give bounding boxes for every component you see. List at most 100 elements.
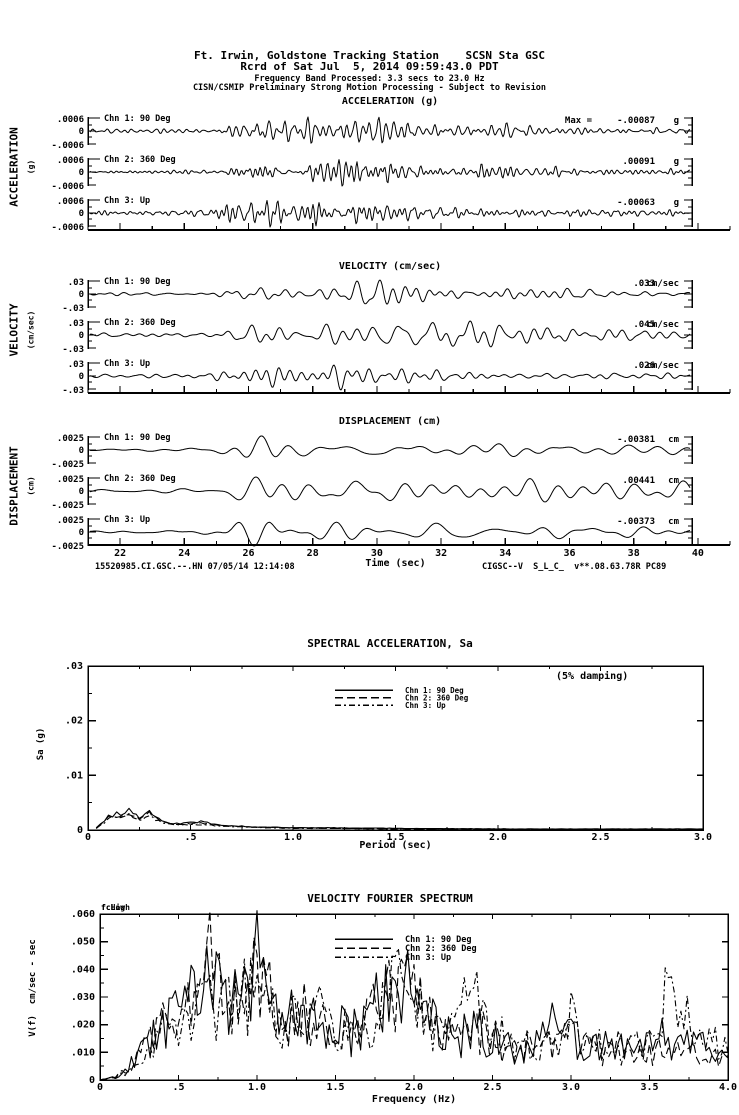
amplitude-tick-label: -.03 bbox=[62, 345, 84, 355]
amplitude-tick-label: -.03 bbox=[62, 386, 84, 396]
x-tick-label: .5 bbox=[184, 832, 196, 843]
amplitude-tick-label: -.0006 bbox=[51, 182, 84, 192]
displacement-title: DISPLACEMENT (cm) bbox=[338, 416, 442, 427]
x-tick-label: 2.0 bbox=[405, 1082, 423, 1093]
time-tick-label: 36 bbox=[563, 548, 575, 559]
legend-label: Chn 1: 90 Deg bbox=[405, 686, 464, 695]
x-tick-label: 2.0 bbox=[489, 832, 507, 843]
max-unit-label: g bbox=[674, 157, 679, 167]
max-unit-label: cm/sec bbox=[646, 279, 679, 289]
amplitude-tick-label: -.0025 bbox=[51, 542, 84, 552]
x-tick-label: 1.5 bbox=[326, 1082, 344, 1093]
time-tick-label: 26 bbox=[242, 548, 254, 559]
y-tick-label: .010 bbox=[71, 1047, 95, 1058]
amplitude-tick-label: 0 bbox=[79, 528, 84, 538]
amplitude-tick-label: 0 bbox=[79, 290, 84, 300]
amplitude-tick-label: .0006 bbox=[57, 156, 84, 166]
amplitude-tick-label: 0 bbox=[79, 168, 84, 178]
waveform-trace bbox=[89, 116, 691, 144]
velocity-title: VELOCITY (cm/sec) bbox=[338, 261, 442, 272]
amplitude-tick-label: .03 bbox=[68, 360, 84, 370]
waveform-trace bbox=[89, 320, 691, 348]
legend-label: Chn 2: 360 Deg bbox=[405, 944, 477, 954]
time-tick-label: 28 bbox=[307, 548, 319, 559]
amplitude-tick-label: 0 bbox=[79, 446, 84, 456]
channel-label: Chn 3: Up bbox=[104, 359, 150, 369]
waveform-trace bbox=[89, 435, 691, 458]
channel-label: Chn 1: 90 Deg bbox=[104, 114, 171, 124]
max-prefix-label: Max = bbox=[565, 116, 593, 126]
x-tick-label: 0 bbox=[97, 1082, 103, 1093]
time-tick-label: 24 bbox=[178, 548, 190, 559]
waveform-trace bbox=[89, 364, 691, 391]
legend-label: Chn 3: Up bbox=[405, 953, 451, 963]
velocity-axis-label: VELOCITY bbox=[7, 303, 21, 357]
channel-label: Chn 3: Up bbox=[104, 515, 150, 525]
x-tick-label: 1.0 bbox=[248, 1082, 266, 1093]
amplitude-tick-label: .0025 bbox=[57, 434, 84, 444]
max-value-label: .045 bbox=[633, 320, 655, 330]
max-value-label: -.00087 bbox=[617, 116, 655, 126]
amplitude-tick-label: .0006 bbox=[57, 115, 84, 125]
max-value-label: .026 bbox=[633, 361, 655, 371]
max-value-label: .00441 bbox=[622, 476, 655, 486]
acceleration-axis-units: (g) bbox=[26, 159, 36, 175]
velocity-axis-units: (cm/sec) bbox=[26, 310, 36, 350]
waveform-trace bbox=[89, 159, 691, 187]
period-axis-label: Period (sec) bbox=[359, 840, 432, 851]
sa-y-axis-label: Sa (g) bbox=[36, 727, 46, 761]
y-tick-label: .01 bbox=[65, 770, 83, 781]
time-tick-label: 34 bbox=[499, 548, 511, 559]
max-unit-label: g bbox=[674, 116, 679, 126]
amplitude-tick-label: -.0006 bbox=[51, 223, 84, 233]
y-tick-label: .020 bbox=[71, 1020, 95, 1031]
time-tick-label: 32 bbox=[435, 548, 447, 559]
y-tick-label: .060 bbox=[71, 909, 95, 920]
frequency-axis-label: Frequency (Hz) bbox=[371, 1094, 457, 1105]
y-tick-label: .030 bbox=[71, 992, 95, 1003]
max-unit-label: cm bbox=[668, 476, 679, 486]
x-tick-label: 2.5 bbox=[483, 1082, 501, 1093]
waveform-trace bbox=[89, 521, 691, 547]
amplitude-tick-label: .0006 bbox=[57, 197, 84, 207]
max-unit-label: cm bbox=[668, 517, 679, 527]
max-unit-label: cm/sec bbox=[646, 320, 679, 330]
amplitude-tick-label: .03 bbox=[68, 319, 84, 329]
sa-title: SPECTRAL ACCELERATION, Sa bbox=[307, 637, 473, 650]
x-tick-label: 1.0 bbox=[284, 832, 302, 843]
spectrum-trace bbox=[95, 807, 703, 830]
max-value-label: -.00063 bbox=[617, 198, 655, 208]
x-tick-label: 3.0 bbox=[694, 832, 712, 843]
amplitude-tick-label: 0 bbox=[79, 209, 84, 219]
time-tick-label: 38 bbox=[628, 548, 640, 559]
fc-low-marker: fcLow bbox=[101, 903, 126, 912]
waveform-trace bbox=[89, 200, 691, 228]
amplitude-tick-label: -.0025 bbox=[51, 501, 84, 511]
amplitude-tick-label: .0025 bbox=[57, 516, 84, 526]
x-tick-label: 4.0 bbox=[719, 1082, 737, 1093]
displacement-axis-units: (cm) bbox=[26, 476, 36, 496]
fourier-title: VELOCITY FOURIER SPECTRUM bbox=[307, 892, 473, 905]
time-tick-label: 30 bbox=[371, 548, 383, 559]
header-processing-note: CISN/CSMIP Preliminary Strong Motion Pro… bbox=[192, 83, 547, 93]
amplitude-tick-label: 0 bbox=[79, 372, 84, 382]
amplitude-tick-label: -.03 bbox=[62, 304, 84, 314]
header-frequency-band: Frequency Band Processed: 3.3 secs to 23… bbox=[254, 74, 485, 84]
x-tick-label: 2.5 bbox=[591, 832, 609, 843]
y-tick-label: .050 bbox=[71, 937, 95, 948]
x-tick-label: .5 bbox=[172, 1082, 184, 1093]
amplitude-tick-label: 0 bbox=[79, 127, 84, 137]
x-tick-label: 3.0 bbox=[562, 1082, 580, 1093]
spectrum-trace bbox=[99, 947, 729, 1081]
time-tick-label: 40 bbox=[692, 548, 704, 559]
y-tick-label: .040 bbox=[71, 964, 95, 975]
x-tick-label: 1.5 bbox=[386, 832, 404, 843]
time-axis-label: Time (sec) bbox=[365, 558, 426, 569]
amplitude-tick-label: .0025 bbox=[57, 475, 84, 485]
spectrum-trace bbox=[95, 811, 703, 831]
x-tick-label: 0 bbox=[85, 832, 91, 843]
channel-label: Chn 1: 90 Deg bbox=[104, 433, 171, 443]
record-id-footer: 15520985.CI.GSC.--.HN 07/05/14 12:14:08 bbox=[95, 562, 295, 572]
